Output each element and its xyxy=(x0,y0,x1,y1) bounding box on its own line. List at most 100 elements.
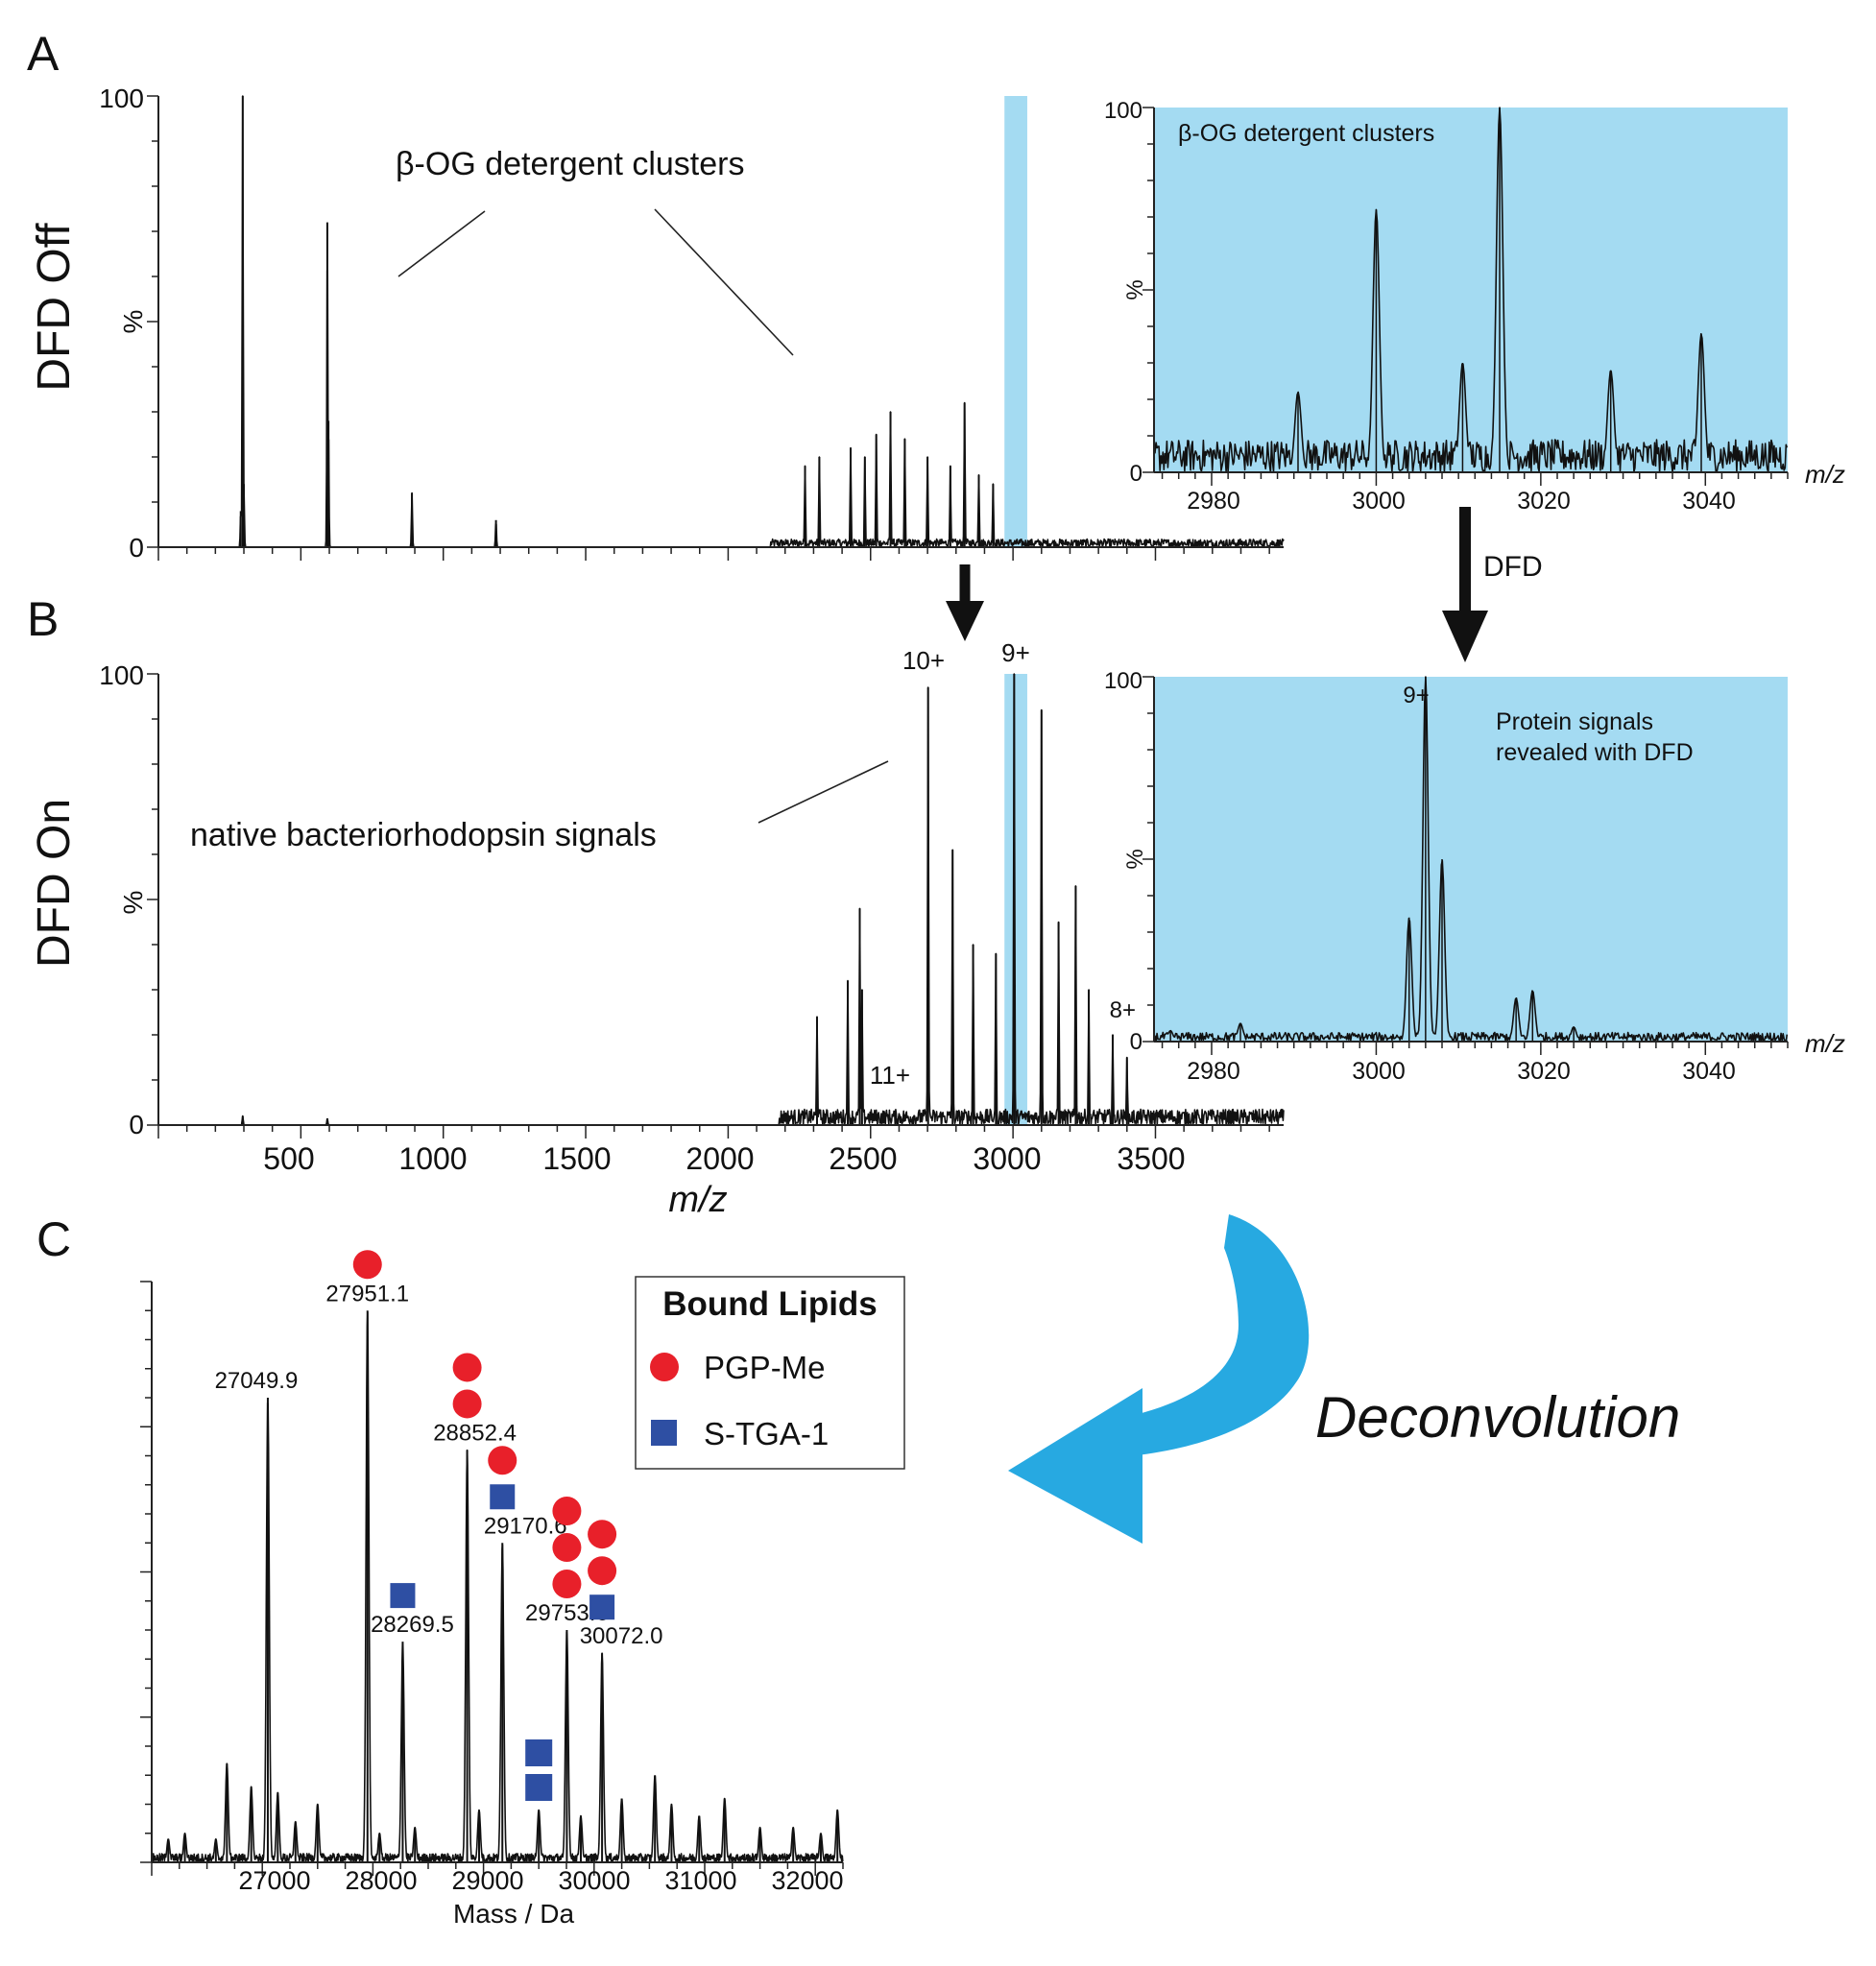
highlight-band xyxy=(1004,674,1027,1125)
panel-b-x-tick-3500: 3500 xyxy=(1117,1141,1185,1176)
panel-a-leader-right xyxy=(654,208,794,356)
legend-title: Bound Lipids xyxy=(662,1285,878,1323)
panel-b-x-tick-500: 500 xyxy=(263,1141,314,1176)
pgp-me-marker xyxy=(588,1556,617,1586)
s-tga1-marker xyxy=(589,1594,615,1620)
panel-b-x-unit: m/z xyxy=(668,1180,727,1220)
panel-a-inset-y-tick-0: 0 xyxy=(1130,461,1142,487)
mass-label: 28269.5 xyxy=(371,1612,454,1638)
mass-label: 27049.9 xyxy=(215,1368,299,1394)
mass-label: 29170.6 xyxy=(484,1513,567,1539)
panel-c-x-tick-29000: 29000 xyxy=(451,1866,523,1895)
panel-b-annotation: native bacteriorhodopsin signals xyxy=(190,817,657,853)
panel-b-inset-y-tick-0: 0 xyxy=(1130,1029,1142,1055)
spectrum-trace xyxy=(157,673,1285,1126)
pgp-me-marker xyxy=(352,1250,382,1280)
panel-b-side-label: DFD On xyxy=(29,799,80,968)
charge-label-11: 11+ xyxy=(870,1061,910,1090)
panel-b-inset-charge-8: 8+ xyxy=(1110,997,1136,1023)
panel-b-x-tick-2000: 2000 xyxy=(685,1141,754,1176)
spectrum-trace xyxy=(1153,107,1789,473)
highlight-band xyxy=(1004,96,1027,547)
panel-a-plot xyxy=(147,95,1285,561)
pgp-me-marker xyxy=(552,1497,582,1525)
spectrum-trace xyxy=(1153,676,1789,1043)
inset-background xyxy=(1154,108,1788,472)
panel-b-y-tick-100: 100 xyxy=(99,660,144,690)
legend-s-tga1-marker xyxy=(651,1420,677,1446)
legend-pgp-me-marker xyxy=(650,1353,679,1381)
panel-b-plot xyxy=(147,673,1285,1139)
a-to-b-arrow-head xyxy=(946,601,984,641)
panel-a-inset-x-tick-3020: 3020 xyxy=(1517,488,1571,515)
panel-b-y-tick-0: 0 xyxy=(129,1110,144,1139)
legend-pgp-me-label: PGP-Me xyxy=(704,1350,826,1385)
mass-label: 28852.4 xyxy=(433,1420,517,1446)
mass-label: 30072.0 xyxy=(580,1623,663,1649)
charge-label-9: 9+ xyxy=(1001,638,1030,667)
dfd-arrow-label: DFD xyxy=(1483,551,1543,583)
panel-b-inset-x-unit: m/z xyxy=(1805,1029,1845,1058)
panel-b-inset-charge-9: 9+ xyxy=(1403,683,1429,708)
legend-s-tga1-label: S-TGA-1 xyxy=(704,1416,829,1451)
inset-background xyxy=(1154,677,1788,1042)
deconvolution-arrow-head xyxy=(1008,1388,1142,1544)
pgp-me-marker xyxy=(452,1353,482,1382)
mass-label: 27951.1 xyxy=(325,1281,409,1307)
pgp-me-marker xyxy=(552,1533,582,1562)
panel-c-x-tick-27000: 27000 xyxy=(238,1866,310,1895)
panel-a-inset-annotation: β-OG detergent clusters xyxy=(1178,120,1434,147)
pgp-me-marker xyxy=(488,1446,517,1475)
panel-c-x-tick-28000: 28000 xyxy=(345,1866,417,1895)
panel-a-side-label: DFD Off xyxy=(29,223,80,392)
panel-b-inset-x-tick-2980: 2980 xyxy=(1187,1058,1240,1085)
panel-b-leader xyxy=(758,760,889,824)
charge-label-10: 10+ xyxy=(902,646,945,675)
panel-b-inset-annotation-1: Protein signals xyxy=(1496,708,1653,735)
panel-a-inset-x-tick-3040: 3040 xyxy=(1682,488,1736,515)
panel-c-x-tick-30000: 30000 xyxy=(558,1866,630,1895)
panel-c-letter: C xyxy=(36,1212,71,1266)
panel-b-x-tick-1000: 1000 xyxy=(398,1141,467,1176)
panel-b-inset-annotation-2: revealed with DFD xyxy=(1496,739,1694,766)
panel-a-inset-x-unit: m/z xyxy=(1805,460,1845,489)
panel-b-letter: B xyxy=(27,592,59,646)
panel-c-x-tick-32000: 32000 xyxy=(771,1866,843,1895)
panel-c-x-label: Mass / Da xyxy=(453,1899,574,1929)
panel-b-inset-y-unit: % xyxy=(1122,849,1148,869)
panel-b-x-tick-3000: 3000 xyxy=(973,1141,1041,1176)
panel-a-inset-x-tick-3000: 3000 xyxy=(1352,488,1406,515)
pgp-me-marker xyxy=(552,1570,582,1598)
s-tga1-marker xyxy=(490,1484,516,1510)
panel-b-x-tick-2500: 2500 xyxy=(829,1141,897,1176)
panel-a-leader-left xyxy=(397,210,486,277)
panel-b-inset-x-tick-3040: 3040 xyxy=(1682,1058,1736,1085)
panel-b-inset-x-tick-3020: 3020 xyxy=(1517,1058,1571,1085)
panel-b-y-unit: % xyxy=(118,891,148,915)
panel-b-inset-y-tick-100: 100 xyxy=(1104,668,1142,694)
panel-a-y-unit: % xyxy=(118,310,148,334)
panel-a-annotation: β-OG detergent clusters xyxy=(396,146,744,182)
pgp-me-marker xyxy=(452,1389,482,1419)
pgp-me-marker xyxy=(588,1520,617,1549)
panel-a-y-tick-0: 0 xyxy=(129,533,144,563)
panel-a-inset-x-tick-2980: 2980 xyxy=(1187,488,1240,515)
panel-b-inset-x-tick-3000: 3000 xyxy=(1352,1058,1406,1085)
s-tga1-marker xyxy=(390,1583,416,1609)
dfd-arrow-head xyxy=(1442,611,1488,662)
panel-a-y-tick-100: 100 xyxy=(99,84,144,113)
s-tga1-marker xyxy=(525,1739,553,1766)
legend-box xyxy=(635,1276,905,1470)
deconvolution-arrow-body xyxy=(1118,1214,1310,1457)
panel-a-inset-y-tick-100: 100 xyxy=(1104,98,1142,124)
panel-a-inset-y-unit: % xyxy=(1122,279,1148,300)
panel-b-x-tick-1500: 1500 xyxy=(542,1141,611,1176)
panel-c-x-tick-31000: 31000 xyxy=(664,1866,736,1895)
panel-c-plot: 27049.927951.128269.528852.429170.629753… xyxy=(140,1250,844,1876)
deconvolution-label: Deconvolution xyxy=(1315,1385,1680,1450)
panel-a-inset xyxy=(1142,107,1789,486)
panel-a-letter: A xyxy=(27,27,60,81)
s-tga1-marker xyxy=(525,1774,553,1801)
panel-b-inset xyxy=(1142,676,1789,1055)
